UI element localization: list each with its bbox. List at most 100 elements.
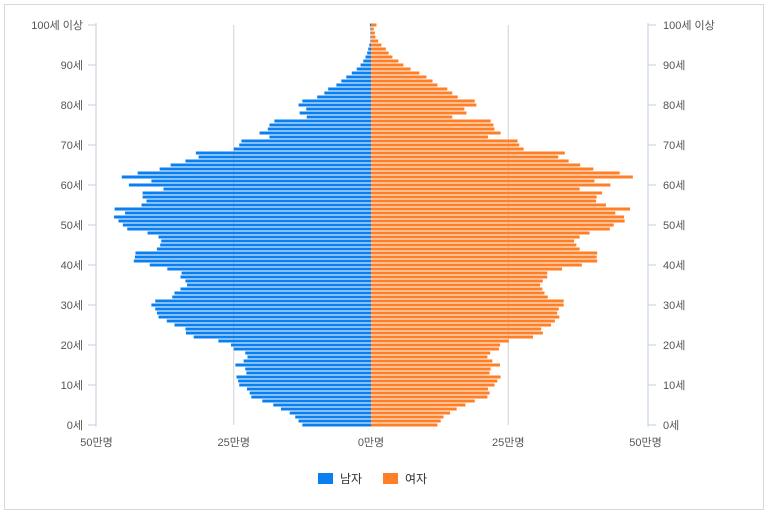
bar-male	[147, 231, 371, 235]
bar-male	[133, 259, 371, 263]
bar-female	[371, 231, 590, 235]
legend-item-male[interactable]: 남자	[318, 470, 362, 487]
bar-female	[371, 383, 495, 387]
bar-male	[241, 139, 371, 143]
bar-male	[180, 275, 371, 279]
bar-female	[371, 75, 427, 79]
bar-female	[371, 239, 575, 243]
bar-male	[302, 423, 371, 427]
y-tick-label-left: 60세	[61, 179, 83, 192]
bar-female	[371, 99, 475, 103]
bar-female	[371, 103, 477, 107]
bar-female	[371, 91, 453, 95]
bar-female	[371, 155, 559, 159]
bar-female	[371, 299, 564, 303]
y-tick-label-left: 0세	[67, 419, 83, 432]
y-tick-label-right: 60세	[663, 179, 685, 192]
bar-female	[371, 407, 457, 411]
bar-male	[289, 411, 371, 415]
bar-female	[371, 375, 501, 379]
bar-female	[371, 159, 569, 163]
bar-female	[371, 183, 611, 187]
bar-female	[371, 179, 595, 183]
bar-male	[118, 219, 372, 223]
bar-female	[371, 219, 625, 223]
bar-female	[371, 371, 490, 375]
bar-female	[371, 395, 488, 399]
bar-female	[371, 259, 598, 263]
bar-male	[239, 143, 371, 147]
bar-male	[142, 191, 371, 195]
bar-male	[324, 91, 371, 95]
bar-female	[371, 119, 491, 123]
bar-male	[114, 207, 371, 211]
bar-male	[151, 179, 371, 183]
bar-female	[371, 255, 597, 259]
bar-male	[114, 215, 372, 219]
bar-male	[356, 67, 371, 71]
bar-male	[239, 383, 371, 387]
bar-male	[180, 287, 371, 291]
bar-male	[341, 79, 371, 83]
bar-female	[371, 167, 594, 171]
bar-female	[371, 203, 606, 207]
bar-female	[371, 199, 597, 203]
bar-male	[273, 403, 371, 407]
bar-male	[360, 63, 371, 67]
bar-male	[185, 159, 371, 163]
bar-female	[371, 95, 458, 99]
legend-item-female[interactable]: 여자	[383, 470, 427, 487]
bar-male	[185, 279, 371, 283]
x-tick-label: 25만명	[492, 436, 524, 449]
bar-male	[193, 335, 371, 339]
bar-female	[371, 267, 563, 271]
y-tick-label-right: 100세 이상	[663, 19, 715, 32]
y-tick-label-left: 10세	[61, 379, 83, 392]
bar-female	[371, 55, 393, 59]
bar-female	[371, 415, 444, 419]
bar-male	[185, 331, 371, 335]
bar-female	[371, 79, 433, 83]
x-tick-label: 25만명	[218, 436, 250, 449]
y-tick-label-right: 50세	[663, 219, 685, 232]
bar-female	[371, 63, 404, 67]
bar-male	[122, 223, 372, 227]
bar-female	[371, 283, 541, 287]
y-tick-label-right: 40세	[663, 259, 685, 272]
bar-female	[371, 355, 488, 359]
bar-male	[295, 415, 371, 419]
bar-female	[371, 279, 543, 283]
bar-male	[269, 123, 371, 127]
bar-male	[174, 323, 371, 327]
bar-female	[371, 419, 441, 423]
bar-female	[371, 235, 580, 239]
bar-female	[371, 131, 501, 135]
y-tick-label-right: 80세	[663, 99, 685, 112]
bar-female	[371, 23, 377, 27]
bar-male	[299, 111, 371, 115]
bar-male	[181, 271, 371, 275]
bar-male	[170, 163, 371, 167]
bar-female	[371, 327, 542, 331]
bar-female	[371, 251, 598, 255]
bar-male	[174, 291, 371, 295]
bar-male	[370, 35, 371, 39]
x-tick-label: 50만명	[80, 436, 112, 449]
bar-female	[371, 343, 501, 347]
chart-frame	[4, 4, 764, 510]
bar-male	[251, 395, 371, 399]
bar-female	[371, 367, 491, 371]
bar-female	[371, 271, 548, 275]
bar-male	[128, 183, 371, 187]
bar-female	[371, 135, 488, 139]
bar-female	[371, 223, 614, 227]
bar-female	[371, 411, 451, 415]
male-swatch	[318, 473, 333, 484]
bar-male	[336, 83, 371, 87]
bar-male	[274, 119, 371, 123]
bar-male	[231, 343, 371, 347]
bar-female	[371, 359, 493, 363]
bar-male	[302, 99, 371, 103]
bar-male	[151, 303, 371, 307]
x-tick-label: 50만명	[629, 436, 661, 449]
